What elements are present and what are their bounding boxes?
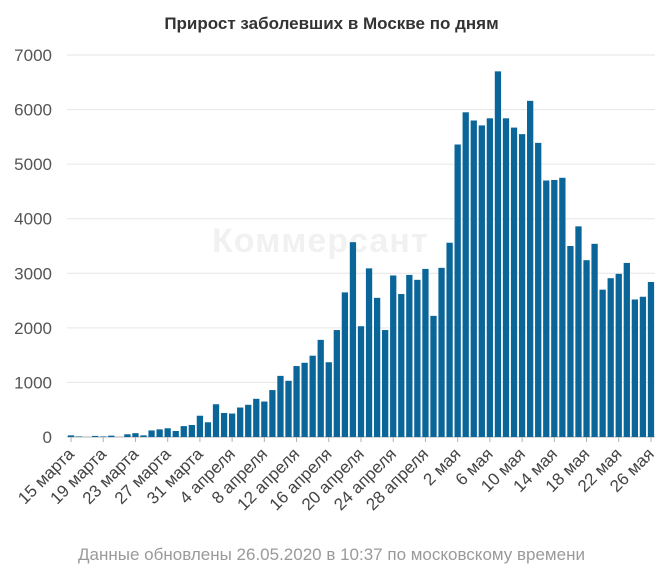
bar: 15 апреля: 1780 — [317, 339, 324, 437]
bar: 30 марта: 220 — [188, 424, 195, 437]
bar: 11 мая: 6160 — [527, 100, 534, 437]
bar: 20 апреля: 2030 — [357, 326, 365, 437]
bar: 5 апреля: 540 — [237, 407, 244, 437]
y-tick-label: 4000 — [14, 210, 52, 229]
bar: 14 апреля: 1490 — [309, 355, 316, 437]
bar: 15 марта: 30 — [67, 435, 75, 437]
bar: 23 марта: 70 — [132, 433, 139, 437]
bar: 12 апреля: 1300 — [293, 366, 300, 437]
bar: 1 мая: 3560 — [446, 242, 453, 437]
bar: 2 мая: 5360 — [454, 144, 461, 437]
bar: 13 апреля: 1360 — [301, 362, 308, 437]
y-tick-label: 2000 — [14, 319, 52, 338]
bar: 18 мая: 3240 — [583, 260, 590, 437]
bar: 8 мая: 5840 — [502, 118, 510, 438]
bar: 11 апреля: 1030 — [285, 380, 292, 437]
bar: 16 апреля: 1370 — [325, 362, 332, 437]
bar: 16 марта: 10 — [75, 436, 83, 437]
bar: 22 марта: 50 — [124, 434, 131, 437]
bar: 7 мая: 6700 — [494, 71, 502, 438]
bar: 16 мая: 3500 — [567, 246, 574, 437]
bar: 18 марта: 20 — [92, 435, 99, 437]
bar: 20 марта: 25 — [108, 435, 115, 437]
bar: 1 апреля: 270 — [204, 422, 212, 437]
y-tick-label: 6000 — [14, 101, 52, 120]
bar: 31 марта: 390 — [196, 415, 204, 437]
bar: 29 марта: 200 — [180, 426, 187, 437]
y-axis-ticks: 0 1000 2000 3000 4000 5000 6000 7000 — [14, 46, 52, 447]
bar: 28 марта: 110 — [172, 431, 179, 437]
bar: 12 мая: 5390 — [535, 142, 542, 438]
bar: 6 апреля: 590 — [245, 404, 252, 437]
y-tick-label: 7000 — [14, 46, 52, 65]
bar: 23 мая: 3190 — [623, 262, 630, 437]
bar: 3 апреля: 440 — [220, 412, 228, 437]
bar: 25 марта: 120 — [148, 430, 155, 437]
bar: 6 мая: 5840 — [486, 118, 494, 438]
y-tick-label: 3000 — [14, 264, 52, 283]
bar: 7 апреля: 700 — [253, 398, 260, 437]
watermark-logo: Коммерсант — [212, 222, 429, 260]
bar: 30 апреля: 3100 — [438, 267, 445, 437]
bar: 4 мая: 5800 — [470, 120, 477, 438]
bar: 5 мая: 5710 — [478, 125, 485, 438]
bar: 26 мая: 2840 — [647, 282, 655, 437]
bar: 27 апреля: 2880 — [414, 279, 421, 437]
bar: 25 апреля: 2620 — [398, 294, 405, 437]
bar: 18 апреля: 2650 — [341, 292, 349, 437]
y-tick-label: 5000 — [14, 155, 52, 174]
bar: 24 апреля: 2960 — [390, 275, 397, 437]
bar: 28 апреля: 3080 — [422, 268, 429, 437]
bar: 10 апреля: 1120 — [277, 375, 284, 437]
bar: 21 апреля: 3090 — [365, 268, 373, 437]
update-note: Данные обновлены 26.05.2020 в 10:37 по м… — [78, 545, 585, 564]
bar: 26 апреля: 2970 — [406, 274, 413, 437]
bar: 8 апреля: 650 — [261, 401, 268, 437]
bar: 25 мая: 2570 — [639, 296, 647, 437]
bar: 9 мая: 5670 — [510, 127, 518, 437]
bar: 2 апреля: 600 — [212, 404, 220, 437]
bar: 22 мая: 2990 — [615, 273, 622, 437]
bar: 4 апреля: 430 — [228, 413, 236, 437]
bar: 21 мая: 2910 — [607, 278, 614, 437]
bar: 17 мая: 3860 — [575, 226, 582, 437]
bar: 14 мая: 4710 — [551, 179, 558, 437]
bar: 26 марта: 140 — [156, 429, 163, 437]
bar: 3 мая: 5950 — [462, 112, 469, 438]
bars: 15 марта: 3016 марта: 1017 марта: 018 ма… — [67, 71, 655, 438]
bar: 24 марта: 30 — [140, 435, 147, 437]
bar: 22 апреля: 2550 — [373, 297, 381, 437]
bar: 19 апреля: 3570 — [349, 242, 357, 437]
bar-chart: 15 марта: 3016 марта: 1017 марта: 018 ма… — [14, 46, 658, 514]
bar: 24 мая: 2520 — [631, 299, 638, 437]
bar: 17 апреля: 1960 — [333, 330, 340, 437]
bar: 27 марта: 160 — [164, 428, 171, 437]
chart-title: Прирост заболевших в Москве по дням — [164, 14, 499, 33]
bar: 29 апреля: 2220 — [430, 315, 437, 437]
bar: 13 мая: 4700 — [543, 180, 550, 437]
bar: 10 мая: 5550 — [518, 134, 526, 437]
bar: 20 мая: 2700 — [599, 289, 606, 437]
bar: 19 марта: 10 — [100, 436, 107, 437]
y-tick-label: 1000 — [14, 373, 52, 392]
bar: 23 апреля: 1960 — [382, 330, 389, 437]
bar: 19 мая: 3540 — [591, 243, 598, 437]
bar: 15 мая: 4750 — [559, 177, 566, 438]
bar: 9 апреля: 860 — [269, 390, 276, 437]
y-tick-label: 0 — [43, 428, 52, 447]
